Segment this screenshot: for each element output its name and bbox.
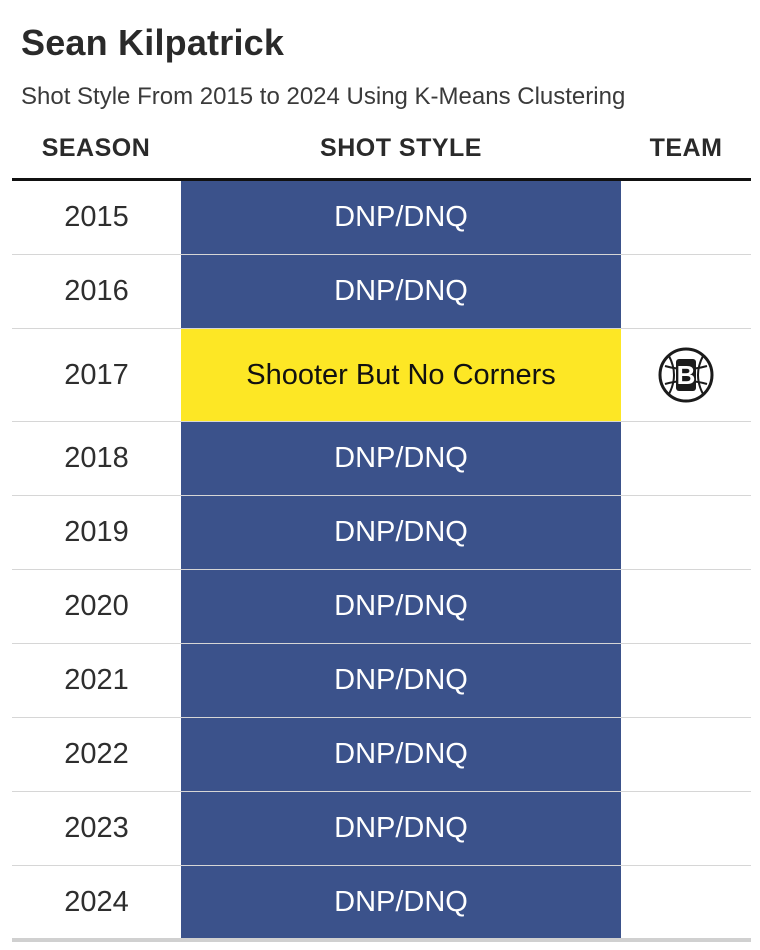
shot-style-cell: DNP/DNQ [181, 422, 621, 495]
team-cell [621, 718, 751, 791]
season-cell: 2021 [64, 664, 129, 696]
team-cell [621, 255, 751, 328]
team-cell [621, 792, 751, 865]
shot-style-cell: DNP/DNQ [181, 255, 621, 328]
season-cell: 2022 [64, 738, 129, 770]
chart-title: Sean Kilpatrick [21, 22, 285, 63]
season-cell: 2017 [64, 358, 129, 391]
shot-style-cell: DNP/DNQ [181, 496, 621, 569]
team-column-header: TEAM [649, 134, 723, 162]
table-row: 2019 DNP/DNQ [12, 496, 751, 570]
team-cell [621, 181, 751, 254]
season-column-header: SEASON [41, 134, 151, 162]
table-body: 2015 DNP/DNQ 2016 DNP/DNQ 2017 Shooter But No… [12, 181, 751, 940]
season-cell: 2019 [64, 516, 129, 548]
shot-style-cell: DNP/DNQ [181, 644, 621, 717]
bottom-rule [12, 938, 751, 942]
shot-style-column-header: SHOT STYLE [320, 134, 482, 162]
shot-style-cell: DNP/DNQ [181, 792, 621, 865]
team-cell: B [621, 329, 751, 421]
team-cell [621, 644, 751, 717]
season-cell: 2015 [64, 201, 129, 233]
shot-style-cell: Shooter But No Corners [181, 329, 621, 421]
team-cell [621, 866, 751, 939]
table-row: 2024 DNP/DNQ [12, 866, 751, 940]
svg-text:B: B [677, 360, 696, 390]
season-cell: 2018 [64, 442, 129, 474]
shot-style-cell: DNP/DNQ [181, 181, 621, 254]
team-cell [621, 570, 751, 643]
table-row: 2023 DNP/DNQ [12, 792, 751, 866]
table-row: 2021 DNP/DNQ [12, 644, 751, 718]
shot-style-cell: DNP/DNQ [181, 866, 621, 939]
team-cell [621, 496, 751, 569]
header-rule [12, 178, 751, 181]
table-row: 2016 DNP/DNQ [12, 255, 751, 329]
table-row: 2022 DNP/DNQ [12, 718, 751, 792]
table-row: 2020 DNP/DNQ [12, 570, 751, 644]
table-row: 2018 DNP/DNQ [12, 422, 751, 496]
table-row: 2015 DNP/DNQ [12, 181, 751, 255]
table-row: 2017 Shooter But No Corners B [12, 329, 751, 422]
brooklyn-nets-logo-icon: B [657, 346, 715, 404]
season-cell: 2016 [64, 275, 129, 307]
season-cell: 2024 [64, 886, 129, 918]
season-cell: 2023 [64, 812, 129, 844]
shot-style-cell: DNP/DNQ [181, 570, 621, 643]
season-cell: 2020 [64, 590, 129, 622]
chart-subtitle: Shot Style From 2015 to 2024 Using K-Mea… [21, 83, 626, 110]
team-cell [621, 422, 751, 495]
shot-style-cell: DNP/DNQ [181, 718, 621, 791]
